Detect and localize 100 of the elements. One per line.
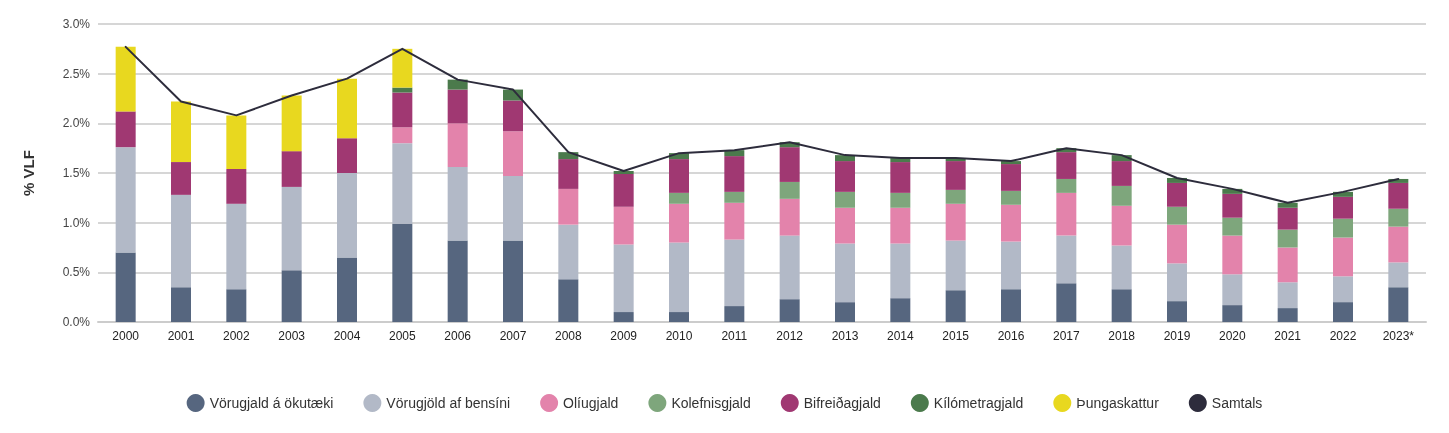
bar: [392, 143, 413, 224]
bar: [1222, 217, 1243, 236]
bar: [337, 138, 357, 173]
bar: [1167, 206, 1187, 225]
bar: [447, 167, 468, 241]
bar: [945, 189, 966, 204]
bar: [1001, 289, 1021, 322]
legend-label: Vörugjöld af bensíni: [386, 395, 511, 411]
legend-label: Kílómetragjald: [933, 395, 1024, 411]
bar: [1333, 237, 1353, 277]
x-tick-label: 2002: [222, 329, 250, 343]
bar: [392, 92, 413, 128]
x-tick-label: 2009: [610, 329, 638, 343]
bar: [1388, 226, 1409, 263]
bar: [392, 223, 413, 322]
bar: [1111, 289, 1132, 322]
y-tick-label: 1.0%: [62, 215, 91, 230]
x-tick-label: 2018: [1108, 329, 1136, 343]
x-tick-label: 2000: [112, 329, 140, 343]
bar: [890, 162, 911, 193]
bar: [1111, 161, 1132, 186]
bar: [613, 312, 634, 322]
bar: [1001, 241, 1021, 290]
bar: [1388, 182, 1409, 209]
x-tick-label: 2010: [665, 329, 693, 343]
bar: [226, 203, 247, 290]
bar: [945, 161, 966, 190]
bar: [1333, 276, 1353, 303]
legend-label: Bifreiðagjald: [803, 395, 881, 411]
bar: [779, 299, 800, 322]
bar: [558, 188, 579, 225]
bar: [724, 156, 745, 192]
legend-label: Olíugjald: [563, 395, 619, 411]
x-tick-label: 2013: [831, 329, 859, 343]
bar: [1277, 207, 1298, 230]
x-tick-label: 2015: [942, 329, 970, 343]
bar: [613, 244, 634, 313]
bar: [779, 181, 800, 199]
bar: [558, 224, 579, 280]
bar: [1333, 302, 1353, 322]
bar: [1333, 196, 1353, 219]
bar: [1277, 202, 1298, 208]
bar: [447, 240, 468, 322]
y-tick-label: 1.5%: [62, 166, 91, 180]
bar: [447, 123, 468, 168]
bar: [392, 48, 413, 88]
bar: [1388, 262, 1409, 288]
x-tick-label: 2003: [278, 329, 306, 343]
bar: [558, 159, 579, 189]
bar: [281, 151, 302, 187]
x-tick-label: 2023*: [1382, 329, 1415, 343]
bar: [669, 192, 689, 204]
bar: [890, 207, 911, 244]
bar: [669, 242, 689, 313]
bar: [835, 191, 855, 208]
bar: [226, 115, 247, 170]
bar: [724, 191, 745, 203]
bar: [945, 290, 966, 322]
bar: [613, 173, 634, 207]
bar: [724, 202, 745, 240]
bar: [115, 46, 136, 112]
y-tick-label: 2.0%: [62, 116, 91, 131]
bar: [226, 169, 247, 204]
bar: [779, 198, 800, 236]
bar: [447, 79, 468, 90]
bar: [835, 243, 855, 303]
bar: [779, 147, 800, 182]
bar: [613, 206, 634, 245]
bar: [1167, 301, 1187, 322]
x-tick-label: 2019: [1163, 329, 1191, 343]
bar: [171, 287, 191, 322]
bar: [1333, 218, 1353, 238]
x-tick-label: 2001: [167, 329, 195, 343]
bar: [171, 162, 191, 195]
bar: [1056, 235, 1077, 284]
y-tick-label: 0.0%: [62, 315, 91, 329]
bar: [1167, 182, 1187, 207]
bar: [281, 186, 302, 271]
legend-label: Samtals: [1211, 395, 1263, 411]
bar: [281, 95, 302, 152]
bar: [1222, 193, 1243, 218]
bar: [1111, 205, 1132, 246]
bar: [503, 240, 523, 322]
bar: [669, 159, 689, 193]
x-tick-label: 2014: [886, 329, 914, 343]
bar: [1388, 208, 1409, 227]
x-tick-label: 2016: [997, 329, 1025, 343]
bar: [503, 100, 523, 132]
bar: [669, 312, 689, 322]
bar: [945, 203, 966, 241]
x-tick-label: 2011: [721, 329, 748, 343]
bar: [945, 240, 966, 291]
bar: [1111, 245, 1132, 290]
bar: [1111, 185, 1132, 206]
bar: [226, 289, 247, 322]
x-tick-label: 2017: [1052, 329, 1080, 343]
bar: [115, 147, 136, 253]
x-tick-label: 2012: [776, 329, 804, 343]
bar: [1277, 247, 1298, 283]
y-tick-label: 3.0%: [62, 17, 91, 31]
